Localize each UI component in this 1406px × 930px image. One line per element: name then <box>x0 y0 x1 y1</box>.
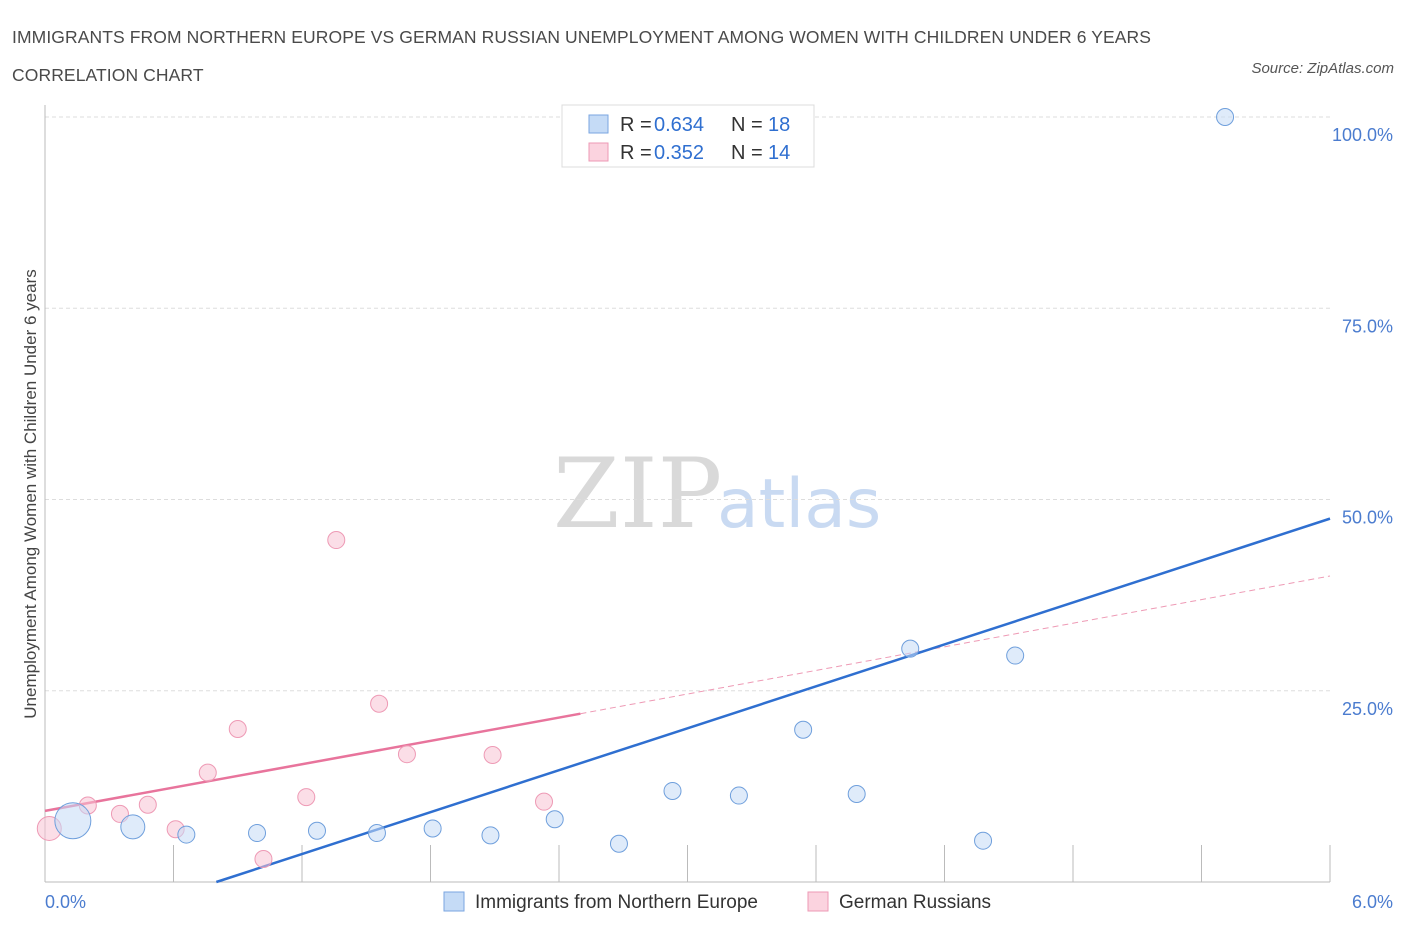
northern-europe-point <box>609 834 628 853</box>
pink-trendline <box>44 712 581 813</box>
legend-n-label-1: N = <box>731 114 763 136</box>
legend-swatch-blue <box>588 114 609 134</box>
northern-europe-point <box>663 781 682 800</box>
northern-europe-point <box>54 802 92 840</box>
northern-europe-point <box>177 825 196 844</box>
german-russians-point <box>535 792 554 811</box>
german-russians-point <box>297 788 316 807</box>
northern-europe-point <box>423 819 442 838</box>
y-tick-label: 25.0% <box>1342 699 1393 719</box>
stats-legend: R = 0.634 N = 18 R = 0.352 N = 14 <box>561 104 815 168</box>
legend-r-label-2: R = <box>620 142 652 164</box>
series-legend: Immigrants from Northern Europe German R… <box>443 891 991 913</box>
northern-europe-point <box>974 831 993 850</box>
german-russians-point <box>228 720 247 738</box>
legend-n-value-1: 18 <box>768 114 790 136</box>
german-russians-point <box>327 531 346 550</box>
legend-r-value-2: 0.352 <box>654 142 704 164</box>
german-russians-point <box>198 763 217 782</box>
bottom-legend-swatch-blue <box>443 891 465 912</box>
y-tick-label: 100.0% <box>1332 125 1393 145</box>
northern-europe-point <box>367 824 386 843</box>
y-tick-label: 75.0% <box>1342 316 1393 336</box>
x-tick-label: 6.0% <box>1352 892 1393 912</box>
watermark-atlas: atlas <box>717 465 881 544</box>
trendlines <box>44 517 1331 884</box>
legend-r-label-1: R = <box>620 114 652 136</box>
legend-n-value-2: 14 <box>768 142 790 164</box>
german-russians-point <box>254 850 273 869</box>
y-axis-title: Unemployment Among Women with Children U… <box>21 269 40 718</box>
german-russians-point <box>370 694 389 713</box>
german-russians-point <box>138 795 157 814</box>
tick-labels: 25.0% 50.0% 75.0% 100.0% 0.0% 6.0% <box>45 125 1393 912</box>
bottom-legend-label-2: German Russians <box>839 892 991 913</box>
northern-europe-point <box>901 639 920 658</box>
chart-title: IMMIGRANTS FROM NORTHERN EUROPE VS GERMA… <box>12 27 1152 85</box>
german-russians-point <box>483 746 502 765</box>
northern-europe-point <box>794 720 813 739</box>
german-russians-point <box>397 745 416 764</box>
bottom-legend-label-1: Immigrants from Northern Europe <box>475 892 758 913</box>
legend-swatch-pink <box>588 142 609 162</box>
blue-trendline <box>215 517 1331 884</box>
watermark-zip: ZIP <box>553 438 722 550</box>
legend-n-label-2: N = <box>731 142 763 164</box>
axes <box>44 105 1331 883</box>
northern-europe-point <box>120 814 146 840</box>
northern-europe-point <box>1216 108 1235 126</box>
northern-europe-point <box>729 786 748 805</box>
pink-trendline-extension <box>580 575 1331 715</box>
y-tick-label: 50.0% <box>1342 508 1393 528</box>
source-credit: Source: ZipAtlas.com <box>1251 60 1394 77</box>
gridlines <box>45 116 1330 692</box>
data-points <box>36 108 1235 869</box>
northern-europe-point <box>847 785 866 804</box>
northern-europe-point <box>307 821 326 840</box>
northern-europe-point <box>1006 646 1025 665</box>
bottom-legend-swatch-pink <box>807 891 829 912</box>
legend-r-value-1: 0.634 <box>654 114 704 136</box>
northern-europe-point <box>248 824 267 843</box>
northern-europe-point <box>481 826 500 845</box>
x-tick-label: 0.0% <box>45 892 86 912</box>
northern-europe-point <box>545 810 564 829</box>
